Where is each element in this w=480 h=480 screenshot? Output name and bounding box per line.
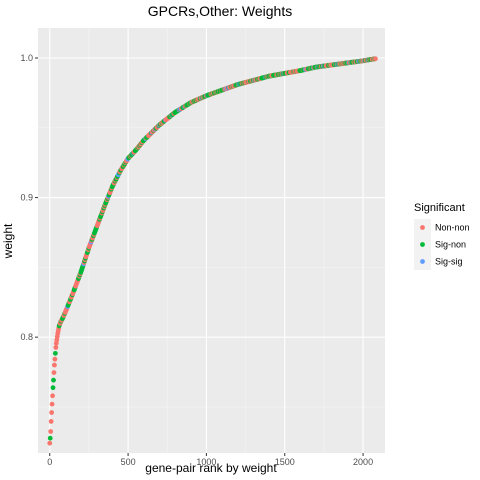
chart-title: GPCRs,Other: Weights (148, 3, 292, 19)
data-point (52, 356, 58, 362)
data-point (52, 350, 58, 356)
data-point (51, 377, 56, 383)
x-tick-label: 1000 (196, 457, 216, 467)
y-axis-ticks: 0.8 0.9 1.0 (20, 53, 38, 342)
data-point (48, 429, 54, 434)
y-tick-label: 1.0 (20, 53, 33, 63)
x-tick-label: 1500 (275, 457, 295, 467)
data-point (53, 345, 59, 350)
data-point (50, 393, 55, 399)
legend-entries: Non-non Sig-non Sig-sig (414, 219, 470, 270)
x-axis-title: gene-pair rank by weight (145, 461, 277, 475)
data-point (373, 56, 378, 62)
legend-label: Non-non (435, 223, 470, 233)
x-axis-ticks: 0 500 1000 1500 2000 (47, 453, 373, 467)
x-tick-label: 0 (47, 457, 52, 467)
legend-key-point (420, 242, 425, 247)
plot-panel (38, 28, 385, 453)
data-point (48, 419, 54, 424)
data-points (47, 56, 378, 446)
x-tick-label: 2000 (353, 457, 373, 467)
grid-major (38, 28, 385, 453)
data-point (51, 370, 57, 376)
data-point (49, 410, 55, 415)
legend-key-point (420, 225, 425, 230)
legend-title: Significant (414, 202, 465, 214)
legend-label: Sig-sig (435, 257, 463, 267)
data-point (47, 440, 53, 446)
data-point (52, 362, 57, 368)
legend-label: Sig-non (435, 240, 466, 250)
y-tick-label: 0.8 (20, 332, 33, 342)
y-tick-label: 0.9 (20, 193, 33, 203)
x-tick-label: 500 (121, 457, 136, 467)
grid-minor (38, 28, 385, 453)
data-point (50, 385, 56, 391)
data-point (47, 435, 53, 441)
data-point (49, 401, 55, 407)
legend: Significant Non-non Sig-non Sig-sig (414, 202, 470, 270)
y-axis-title: weight (1, 223, 15, 259)
legend-key-point (420, 259, 425, 264)
